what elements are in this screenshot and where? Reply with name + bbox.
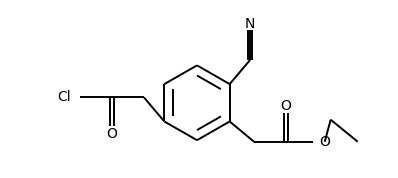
- Text: N: N: [245, 17, 255, 30]
- Text: Cl: Cl: [57, 90, 70, 104]
- Text: O: O: [280, 98, 291, 112]
- Text: O: O: [107, 127, 117, 141]
- Text: O: O: [319, 135, 330, 149]
